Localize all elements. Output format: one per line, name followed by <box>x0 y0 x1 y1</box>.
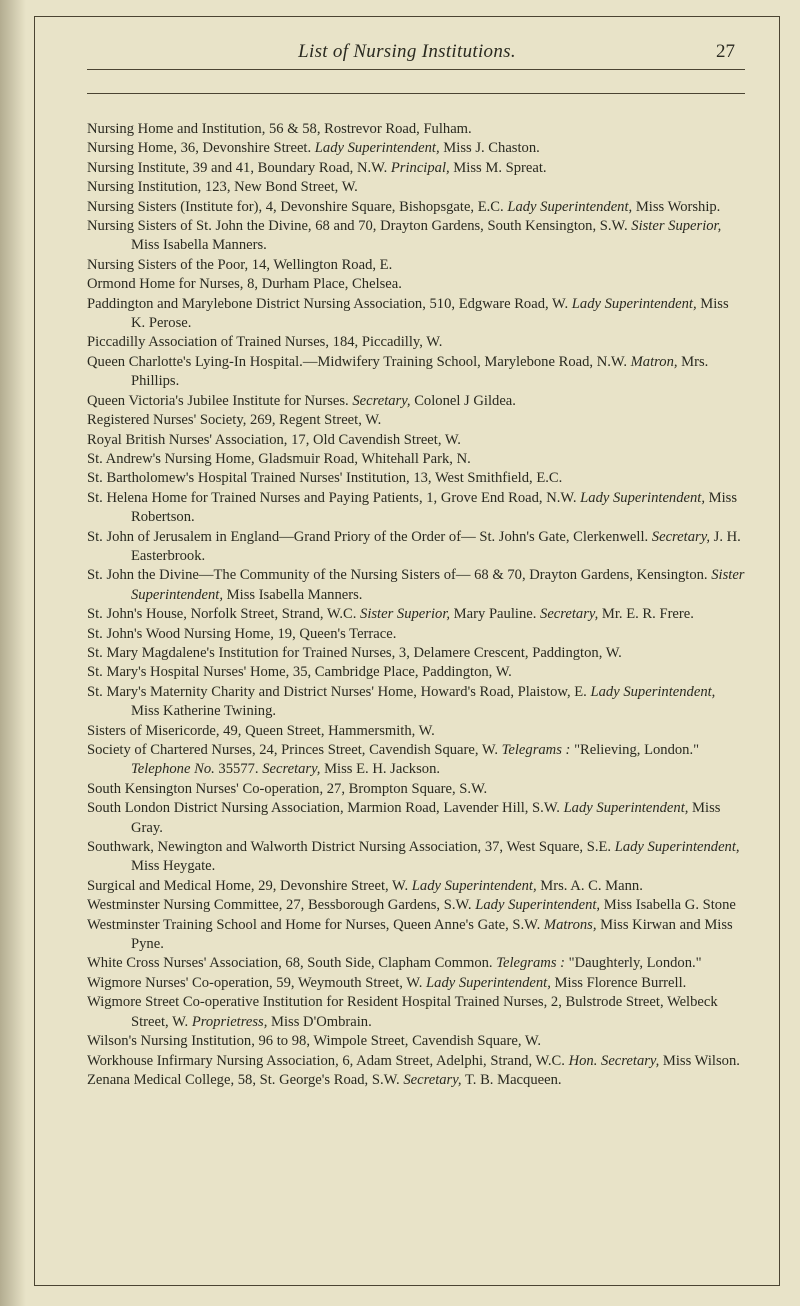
entry: South London District Nursing Associatio… <box>87 799 745 838</box>
page-number: 27 <box>716 41 735 63</box>
entry: Piccadilly Association of Trained Nurses… <box>87 333 745 352</box>
italic-text: Proprietress, <box>192 1014 268 1030</box>
page-gutter-shadow <box>0 0 26 1306</box>
entries-list: Nursing Home and Institution, 56 & 58, R… <box>87 120 745 1090</box>
entry: St. Mary Magdalene's Institution for Tra… <box>87 644 745 663</box>
italic-text: Lady Superintendent, <box>412 878 537 894</box>
entry: St. Andrew's Nursing Home, Gladsmuir Roa… <box>87 450 745 469</box>
italic-text: Secretary, <box>352 393 410 409</box>
entry: Nursing Institute, 39 and 41, Boundary R… <box>87 159 745 178</box>
italic-text: Lady Superintendent, <box>590 684 715 700</box>
entry: South Kensington Nurses' Co-operation, 2… <box>87 780 745 799</box>
entry: Wigmore Street Co-operative Institution … <box>87 993 745 1032</box>
italic-text: Telegrams : <box>496 955 565 971</box>
entry: St. John of Jerusalem in England—Grand P… <box>87 528 745 567</box>
entry: Westminster Nursing Committee, 27, Bessb… <box>87 896 745 915</box>
italic-text: Telephone No. <box>131 761 215 777</box>
entry: Wilson's Nursing Institution, 96 to 98, … <box>87 1032 745 1051</box>
entry: Workhouse Infirmary Nursing Association,… <box>87 1052 745 1071</box>
entry: Nursing Home, 36, Devonshire Street. Lad… <box>87 139 745 158</box>
entry: Queen Charlotte's Lying-In Hospital.—Mid… <box>87 353 745 392</box>
italic-text: Lady Superintendent, <box>580 490 705 506</box>
entry: St. John the Divine—The Community of the… <box>87 566 745 605</box>
italic-text: Telegrams : <box>502 742 571 758</box>
header-rule <box>87 69 745 70</box>
entry: Royal British Nurses' Association, 17, O… <box>87 431 745 450</box>
entry: Registered Nurses' Society, 269, Regent … <box>87 411 745 430</box>
entry: Surgical and Medical Home, 29, Devonshir… <box>87 877 745 896</box>
entry: St. John's House, Norfolk Street, Strand… <box>87 605 745 624</box>
entry: St. Mary's Maternity Charity and Distric… <box>87 683 745 722</box>
entry: White Cross Nurses' Association, 68, Sou… <box>87 954 745 973</box>
italic-text: Secretary, <box>540 606 598 622</box>
italic-text: Secretary, <box>262 761 320 777</box>
entry: St. John's Wood Nursing Home, 19, Queen'… <box>87 625 745 644</box>
entry: Paddington and Marylebone District Nursi… <box>87 295 745 334</box>
italic-text: Lady Superintendent, <box>507 199 632 215</box>
running-title: List of Nursing Institutions. <box>35 41 779 63</box>
italic-text: Matrons, <box>544 917 597 933</box>
italic-text: Lady Superintendent, <box>475 897 600 913</box>
entry: Nursing Sisters (Institute for), 4, Devo… <box>87 198 745 217</box>
content-area: Nursing Home and Institution, 56 & 58, R… <box>87 93 745 1090</box>
entry: St. Helena Home for Trained Nurses and P… <box>87 489 745 528</box>
entry: Zenana Medical College, 58, St. George's… <box>87 1071 745 1090</box>
italic-text: Secretary, <box>403 1072 461 1088</box>
entry: Society of Chartered Nurses, 24, Princes… <box>87 741 745 780</box>
entry: Southwark, Newington and Walworth Distri… <box>87 838 745 877</box>
italic-text: Lady Superintendent, <box>315 140 440 156</box>
entry: St. Bartholomew's Hospital Trained Nurse… <box>87 469 745 488</box>
italic-text: Matron, <box>631 354 678 370</box>
italic-text: Lady Superintendent, <box>564 800 689 816</box>
entry: Nursing Sisters of the Poor, 14, Welling… <box>87 256 745 275</box>
italic-text: Secretary, <box>652 529 710 545</box>
italic-text: Lady Superintendent, <box>615 839 740 855</box>
entry: Queen Victoria's Jubilee Institute for N… <box>87 392 745 411</box>
italic-text: Sister Superintendent, <box>131 567 744 602</box>
entry: St. Mary's Hospital Nurses' Home, 35, Ca… <box>87 663 745 682</box>
entry: Sisters of Misericorde, 49, Queen Street… <box>87 722 745 741</box>
italic-text: Lady Superintendent, <box>572 296 697 312</box>
italic-text: Hon. Secretary, <box>569 1053 660 1069</box>
italic-text: Principal, <box>391 160 450 176</box>
italic-text: Sister Superior, <box>631 218 721 234</box>
entry: Nursing Home and Institution, 56 & 58, R… <box>87 120 745 139</box>
entry: Wigmore Nurses' Co-operation, 59, Weymou… <box>87 974 745 993</box>
entry: Westminster Training School and Home for… <box>87 916 745 955</box>
entry: Nursing Institution, 123, New Bond Stree… <box>87 178 745 197</box>
entry: Ormond Home for Nurses, 8, Durham Place,… <box>87 275 745 294</box>
page-frame: List of Nursing Institutions. 27 Nursing… <box>34 16 780 1286</box>
italic-text: Lady Superintendent, <box>426 975 551 991</box>
italic-text: Sister Superior, <box>360 606 450 622</box>
entry: Nursing Sisters of St. John the Divine, … <box>87 217 745 256</box>
